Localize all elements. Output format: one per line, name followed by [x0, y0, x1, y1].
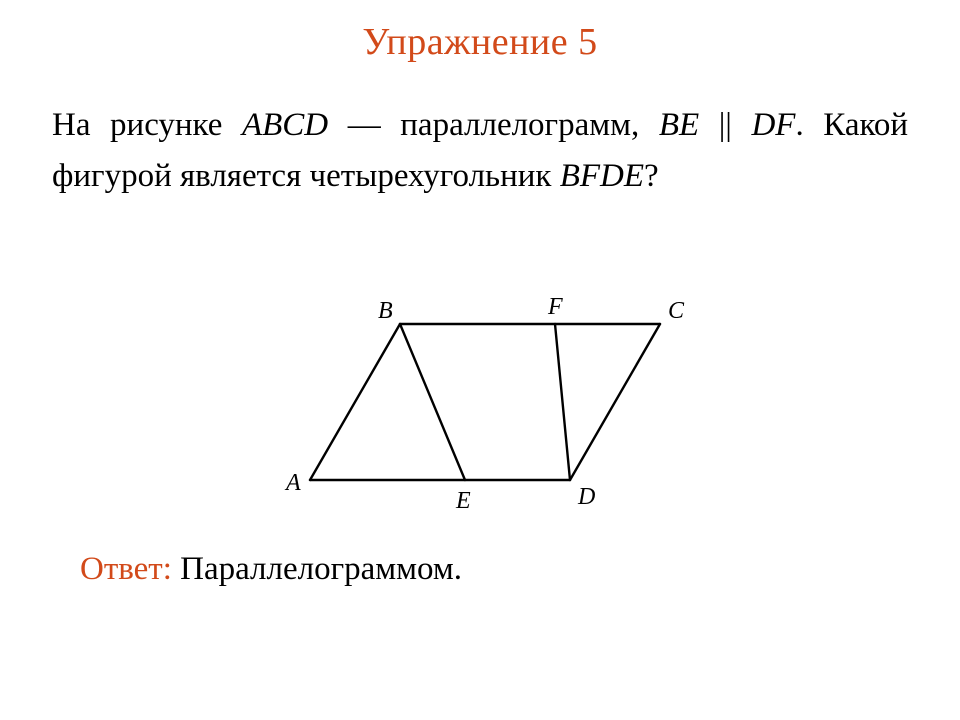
vertex-label-D: D [577, 484, 595, 510]
segment-DF [555, 324, 570, 480]
parallelogram-diagram: A B C D E F [260, 280, 700, 520]
var-DF: DF [751, 107, 795, 143]
diagram-container: A B C D E F [0, 280, 960, 520]
var-BE: BE [659, 107, 699, 143]
segment-CD [570, 324, 660, 480]
problem-text-2: — параллелограмм, [328, 107, 659, 143]
vertex-label-C: C [668, 298, 685, 324]
problem-text-1: На рисунке [52, 107, 242, 143]
page-title: Упражнение 5 [0, 20, 960, 64]
answer-value: Параллелограммом. [180, 551, 462, 587]
var-ABCD: ABCD [242, 107, 328, 143]
problem-text-4: ? [644, 158, 659, 194]
vertex-label-E: E [455, 488, 471, 514]
slide: Упражнение 5 На рисунке ABCD — параллело… [0, 0, 960, 720]
vertex-label-B: B [378, 298, 393, 324]
answer-line: Ответ: Параллелограммом. [80, 551, 462, 588]
problem-statement: На рисунке ABCD — параллелограмм, BE || … [52, 100, 908, 202]
parallel-symbol: || [699, 107, 751, 143]
answer-label: Ответ: [80, 551, 180, 587]
var-BFDE: BFDE [560, 158, 644, 194]
vertex-label-F: F [547, 294, 563, 320]
vertex-label-A: A [284, 470, 301, 496]
segment-AB [310, 324, 400, 480]
segment-BE [400, 324, 465, 480]
